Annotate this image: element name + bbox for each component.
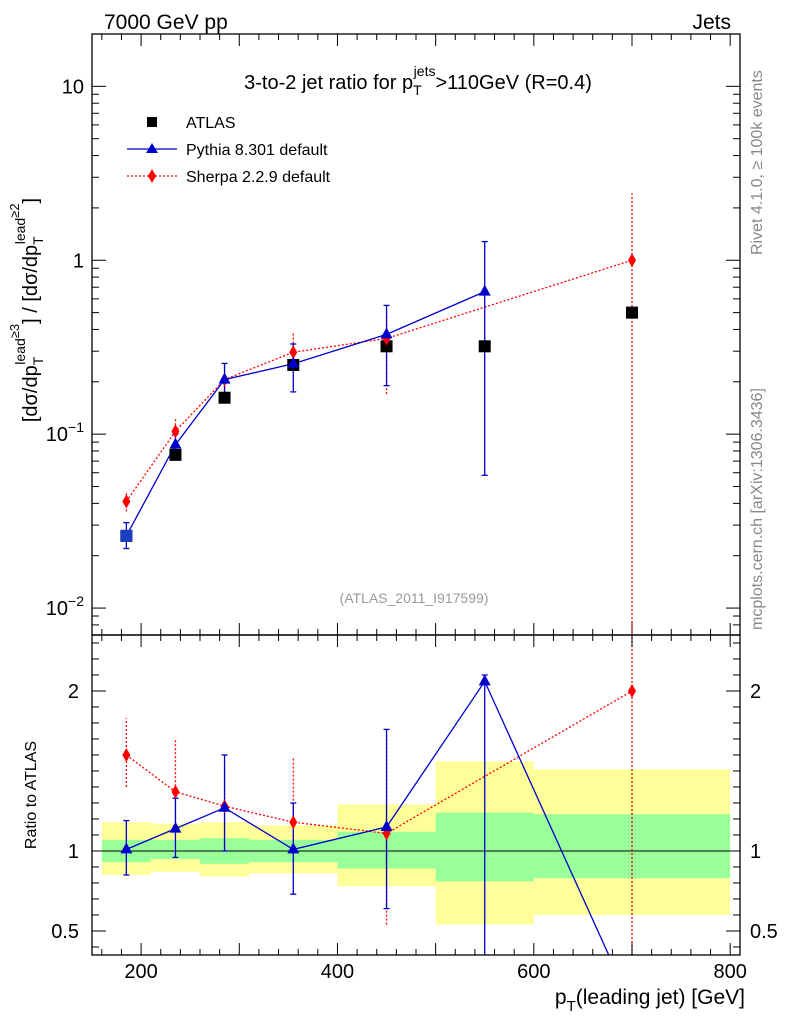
mcplots-source-label: mcplots.cern.ch [arXiv:1306.3436] bbox=[749, 388, 766, 630]
legend-label-atlas: ATLAS bbox=[186, 115, 236, 132]
x-tick-label: 800 bbox=[713, 961, 746, 983]
x-tick-label: 400 bbox=[321, 961, 354, 983]
sherpa-line bbox=[125, 259, 633, 502]
main-axis-ticks bbox=[92, 33, 740, 636]
legend-entry-atlas: ATLAS bbox=[147, 115, 236, 132]
chart-title: 3-to-2 jet ratio for pTjets>110GeV (R=0.… bbox=[244, 63, 592, 98]
pythia-point bbox=[287, 356, 300, 368]
ratio-pythia-point bbox=[120, 842, 133, 854]
x-tick-label: 600 bbox=[517, 961, 550, 983]
ratio-panel: 0.5 0.5 1 1 2 2 200 400 600 800 Ratio to ATLAS p… bbox=[23, 634, 778, 1015]
main-series-layer bbox=[120, 193, 638, 635]
atlas-point bbox=[626, 306, 638, 319]
ratio-pythia-point bbox=[380, 820, 393, 831]
collision-label: 7000 GeV pp bbox=[104, 11, 228, 34]
ratio-pythia-point bbox=[287, 842, 300, 854]
pythia-point bbox=[478, 284, 491, 296]
legend-marker-atlas bbox=[147, 117, 157, 127]
sherpa-point bbox=[171, 424, 180, 439]
ratio-pythia-point bbox=[169, 821, 182, 833]
ratio-y-tick-label: 1 bbox=[68, 841, 79, 863]
ratio-x-tick-labels: 200 400 600 800 bbox=[124, 961, 746, 983]
main-y-tick-label: 1 bbox=[73, 250, 84, 272]
main-y-tick-label: 10 bbox=[62, 76, 84, 98]
ratio-sherpa-point bbox=[122, 748, 131, 762]
atlas-point-overlap bbox=[120, 529, 133, 542]
main-y-tick-label: 10−1 bbox=[46, 419, 84, 446]
ratio-uncertainty-bands bbox=[101, 761, 731, 925]
pythia-point bbox=[218, 372, 231, 384]
ratio-pythia-point bbox=[218, 800, 231, 812]
x-tick-label: 200 bbox=[124, 961, 157, 983]
legend-marker-sherpa bbox=[148, 169, 156, 183]
analysis-watermark: (ATLAS_2011_I917599) bbox=[340, 590, 489, 606]
legend-label-sherpa: Sherpa 2.2.9 default bbox=[186, 169, 331, 186]
main-y-axis-label: [dσ/dpTlead≥3] / [dσ/dpTlead≥2] bbox=[7, 198, 46, 422]
ratio-y-tick-label: 2 bbox=[68, 681, 79, 703]
ratio-y-tick-label-right: 0.5 bbox=[750, 921, 778, 943]
x-axis-label: pT(leading jet) [GeV] bbox=[555, 986, 745, 1015]
ratio-y-tick-label-right: 2 bbox=[750, 681, 761, 703]
category-label: Jets bbox=[692, 11, 731, 34]
legend-entry-sherpa: Sherpa 2.2.9 default bbox=[127, 169, 331, 186]
ratio-y-tick-label: 0.5 bbox=[51, 921, 79, 943]
sherpa-point bbox=[289, 345, 298, 360]
ratio-y-tick-label-right: 1 bbox=[750, 841, 761, 863]
ratio-series-layer bbox=[120, 635, 636, 956]
ratio-sherpa-point bbox=[171, 784, 180, 799]
ratio-sherpa-point bbox=[628, 684, 636, 698]
atlas-point bbox=[478, 340, 491, 353]
ratio-axis-ticks bbox=[92, 635, 740, 955]
ratio-y-tick-labels: 0.5 0.5 1 1 2 2 bbox=[51, 681, 778, 943]
rivet-version-label: Rivet 4.1.0, ≥ 100k events bbox=[749, 70, 766, 255]
main-y-tick-labels: 10−2 10−1 1 10 bbox=[46, 76, 84, 620]
sherpa-point bbox=[628, 253, 636, 268]
main-panel: 10−2 10−1 1 10 (ATLAS_2011_I917599) 3-to-2 … bbox=[7, 33, 741, 636]
ratio-sherpa-point bbox=[289, 815, 298, 830]
legend-marker-pythia bbox=[146, 143, 158, 153]
pythia-point bbox=[169, 437, 182, 449]
atlas-point bbox=[380, 340, 393, 353]
legend-entry-pythia: Pythia 8.301 default bbox=[127, 142, 328, 159]
pythia-point bbox=[380, 327, 393, 339]
main-y-tick-label: 10−2 bbox=[46, 593, 84, 620]
ratio-pythia-point bbox=[478, 674, 491, 686]
legend-label-pythia: Pythia 8.301 default bbox=[186, 142, 328, 159]
pythia-line bbox=[125, 291, 485, 537]
ratio-sherpa-line bbox=[125, 690, 633, 835]
ratio-y-axis-label: Ratio to ATLAS bbox=[23, 741, 40, 849]
atlas-point bbox=[169, 448, 182, 461]
legend: ATLAS Pythia 8.301 default Sherpa 2.2.9 … bbox=[127, 115, 331, 186]
sherpa-point bbox=[122, 494, 131, 509]
atlas-point bbox=[218, 391, 231, 404]
